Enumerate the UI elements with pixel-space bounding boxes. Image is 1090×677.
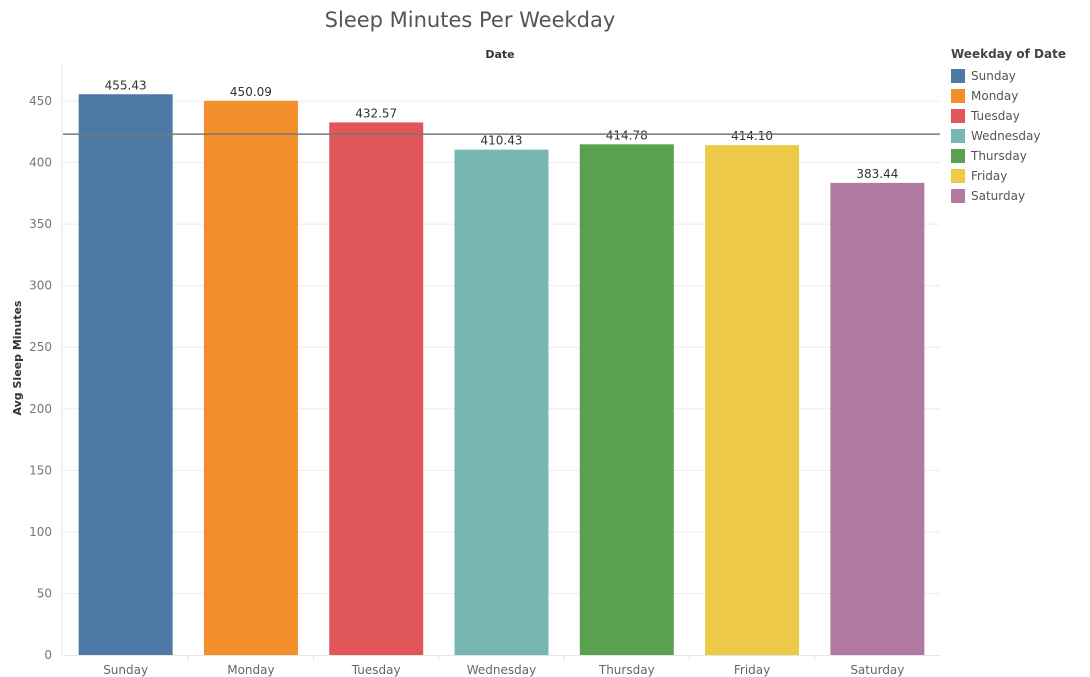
- legend-swatch: [951, 129, 965, 143]
- y-tick-label: 50: [37, 586, 52, 600]
- legend-label: Wednesday: [971, 129, 1041, 143]
- legend: Weekday of Date Sunday Monday Tuesday Wedne…: [951, 47, 1086, 206]
- data-label: 450.09: [230, 85, 272, 99]
- data-label: 432.57: [355, 106, 397, 120]
- y-axis: 0 50 100 150 200 250 300 350 400 450: [29, 64, 63, 662]
- y-tick-label: 0: [44, 648, 52, 662]
- y-tick-label: 150: [29, 463, 52, 477]
- legend-swatch: [951, 89, 965, 103]
- data-label: 383.44: [856, 167, 898, 181]
- legend-item-monday[interactable]: Monday: [951, 86, 1086, 106]
- x-tick-label: Saturday: [850, 663, 904, 677]
- bar-thursday[interactable]: [579, 144, 674, 655]
- x-axis: Sunday Monday Tuesday Wednesday Thursday Frid…: [63, 655, 940, 677]
- x-tick-label: Tuesday: [351, 663, 401, 677]
- legend-label: Saturday: [971, 189, 1026, 203]
- legend-title: Weekday of Date: [951, 47, 1066, 61]
- value-labels: 455.43 450.09 432.57 410.43 414.78 414.10 383.…: [105, 78, 899, 181]
- data-label: 414.78: [606, 128, 648, 142]
- legend-swatch: [951, 69, 965, 83]
- data-label: 414.10: [731, 129, 773, 143]
- legend-label: Thursday: [971, 149, 1027, 163]
- legend-item-friday[interactable]: Friday: [951, 166, 1086, 186]
- legend-item-thursday[interactable]: Thursday: [951, 146, 1086, 166]
- legend-label: Tuesday: [971, 109, 1020, 123]
- legend-swatch: [951, 189, 965, 203]
- legend-item-saturday[interactable]: Saturday: [951, 186, 1086, 206]
- x-axis-title: Date: [485, 48, 514, 61]
- x-tick-label: Sunday: [103, 663, 148, 677]
- legend-item-wednesday[interactable]: Wednesday: [951, 126, 1086, 146]
- y-tick-label: 400: [29, 156, 52, 170]
- bar-chart: 455.43 450.09 432.57 410.43 414.78 414.10 383.…: [11, 48, 940, 677]
- legend-label: Friday: [971, 169, 1008, 183]
- legend-swatch: [951, 169, 965, 183]
- bar-wednesday[interactable]: [454, 149, 549, 655]
- x-tick-label: Wednesday: [467, 663, 536, 677]
- bar-saturday[interactable]: [830, 182, 925, 655]
- legend-items: Sunday Monday Tuesday Wednesday Thursday Frid…: [951, 66, 1086, 206]
- y-tick-label: 300: [29, 279, 52, 293]
- y-tick-label: 250: [29, 340, 52, 354]
- bar-friday[interactable]: [705, 145, 800, 655]
- bars: [78, 94, 925, 656]
- y-tick-label: 200: [29, 402, 52, 416]
- data-label: 410.43: [481, 134, 523, 148]
- legend-label: Sunday: [971, 69, 1016, 83]
- legend-swatch: [951, 109, 965, 123]
- bar-sunday[interactable]: [78, 94, 173, 655]
- bar-tuesday[interactable]: [329, 122, 424, 655]
- data-label: 455.43: [105, 78, 147, 92]
- legend-item-tuesday[interactable]: Tuesday: [951, 106, 1086, 126]
- legend-swatch: [951, 149, 965, 163]
- x-tick-label: Thursday: [598, 663, 655, 677]
- x-tick-label: Monday: [227, 663, 274, 677]
- x-tick-label: Friday: [734, 663, 770, 677]
- bar-monday[interactable]: [203, 100, 298, 656]
- y-tick-label: 450: [29, 94, 52, 108]
- chart-title: Sleep Minutes Per Weekday: [324, 8, 616, 32]
- y-tick-label: 350: [29, 217, 52, 231]
- legend-label: Monday: [971, 89, 1019, 103]
- legend-item-sunday[interactable]: Sunday: [951, 66, 1086, 86]
- y-tick-label: 100: [29, 525, 52, 539]
- y-axis-title: Avg Sleep Minutes: [11, 300, 24, 415]
